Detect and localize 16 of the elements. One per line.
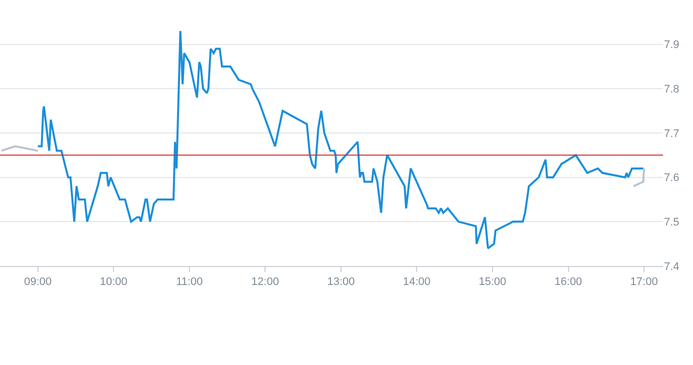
line-series <box>36 30 644 250</box>
y-tick-label: 7.4 <box>664 260 680 273</box>
x-tick-label: 11:00 <box>176 276 203 288</box>
y-tick-label: 7.7 <box>664 128 680 140</box>
x-tick-label: 10:00 <box>100 276 128 288</box>
y-tick-label: 7.8 <box>664 84 680 96</box>
x-tick-label: 17:00 <box>630 276 658 288</box>
x-tick-label: 14:00 <box>402 276 431 288</box>
x-tick-label: 15:00 <box>478 276 506 288</box>
y-tick-label: 7.5 <box>664 216 680 229</box>
x-tick-label: 09:00 <box>24 276 52 288</box>
y-tick-label: 7.9 <box>664 39 680 52</box>
y-tick-label: 7.6 <box>664 172 680 184</box>
x-tick-label: 12:00 <box>251 276 279 288</box>
x-tick-label: 16:00 <box>554 276 582 288</box>
x-tick-label: 13:00 <box>327 276 355 288</box>
